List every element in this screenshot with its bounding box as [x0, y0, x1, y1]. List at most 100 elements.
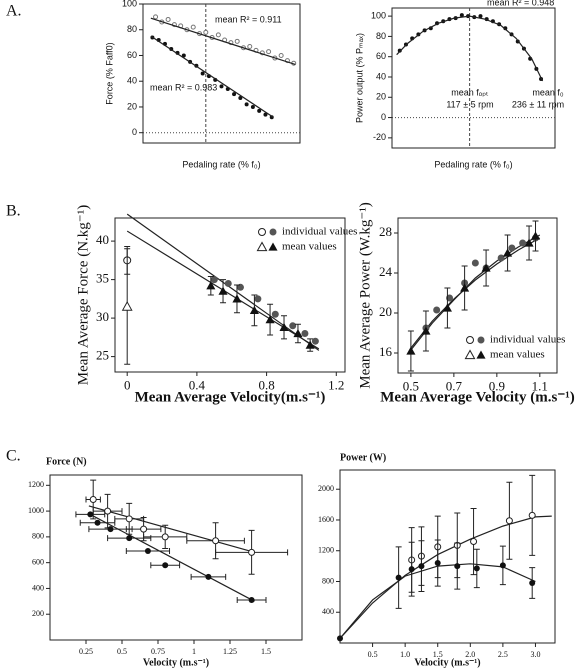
y-axis-label: Power output (% Pₘₐₓ)	[354, 33, 364, 123]
x-axis-label: Velocity (m.s⁻¹)	[143, 657, 209, 668]
circle-marker	[165, 16, 171, 22]
circle-marker	[257, 108, 262, 113]
circle-marker	[238, 95, 243, 100]
y-tick-label: 1600	[318, 515, 334, 524]
annotation: 236 ± 11 rpm	[512, 99, 564, 109]
circle-marker	[247, 43, 253, 49]
chart: 16 20 24 28 0.5 0.7 0.9 1.1 Mean Average Power (…	[357, 202, 574, 405]
triangle-marker	[232, 294, 242, 303]
legend-label: mean values	[282, 241, 337, 253]
fit-line	[88, 513, 255, 602]
legend-label: individual values	[490, 334, 565, 346]
y-tick-label: 100	[371, 10, 386, 20]
triangle-marker	[293, 328, 303, 338]
y-tick-label: 0	[132, 127, 137, 137]
circle-marker	[94, 519, 101, 526]
circle-marker	[408, 566, 415, 573]
fit-line	[88, 505, 255, 553]
circle-marker	[125, 515, 133, 523]
chart: -20 0 20 40 60 80 100 Power output (% Pₘₐₓ) Peda…	[354, 0, 564, 169]
circle-marker	[244, 102, 249, 107]
y-tick-label: 24	[379, 264, 393, 279]
x-tick-label: 0.5	[117, 647, 127, 656]
circle-marker	[433, 306, 441, 314]
chart: 0 20 40 60 80 100 Force (% Faff0) Pedaling rate…	[104, 0, 301, 169]
y-tick-label: 80	[127, 24, 137, 34]
plot-frame	[49, 474, 303, 641]
circle-marker	[269, 228, 277, 236]
circle-marker	[234, 38, 240, 44]
triangle-marker	[305, 340, 315, 349]
circle-marker	[126, 535, 133, 542]
circle-marker	[470, 538, 478, 546]
triangle-marker	[249, 305, 259, 315]
circle-marker	[263, 112, 268, 117]
y-tick-label: 40	[96, 232, 109, 247]
y-tick-label: 28	[379, 224, 392, 239]
circle-marker	[258, 228, 266, 236]
y-tick-label: 35	[96, 271, 109, 286]
triangle-marker	[476, 350, 486, 359]
triangle-marker	[279, 322, 289, 331]
plot-frame	[114, 217, 346, 373]
x-tick-label: 1.0	[400, 650, 410, 659]
legend-label: individual values	[282, 226, 357, 238]
circle-marker	[232, 92, 237, 97]
y-tick-label: 20	[376, 92, 386, 102]
x-tick-label: 1.5	[261, 647, 271, 656]
x-axis-label: Mean Average Velocity(m.s⁻¹)	[135, 389, 326, 405]
circle-marker	[144, 548, 151, 555]
y-tick-label: 40	[127, 76, 137, 86]
circle-marker	[311, 337, 319, 345]
fit-line	[410, 237, 541, 349]
y-tick-label: 60	[376, 51, 386, 61]
y-tick-label: 1000	[28, 506, 44, 515]
annotation: mean R² = 0.948	[487, 0, 554, 7]
circle-marker	[161, 533, 169, 541]
circle-marker	[519, 239, 527, 247]
circle-marker	[301, 330, 309, 337]
triangle-marker	[460, 283, 470, 292]
plot-frame	[391, 7, 556, 149]
triangle-marker	[503, 248, 513, 257]
y-tick-label: 40	[376, 71, 386, 81]
x-tick-label: 0.9	[489, 378, 505, 393]
x-tick-label: 0.75	[151, 647, 165, 656]
triangle-marker	[121, 300, 133, 311]
circle-marker	[266, 49, 272, 55]
x-tick-label: 0.25	[79, 647, 93, 656]
fit-line	[396, 15, 544, 82]
circle-marker	[200, 71, 205, 76]
x-tick-label: 0.5	[368, 650, 378, 659]
x-tick-label: 1.5	[433, 650, 443, 659]
y-tick-label: 800	[322, 576, 334, 585]
circle-marker	[505, 517, 513, 525]
annotation: mean f₀	[532, 87, 564, 97]
circle-marker	[87, 511, 94, 518]
circle-marker	[434, 560, 441, 567]
fit-line	[339, 515, 552, 639]
triangle-marker	[256, 241, 268, 252]
circle-marker	[529, 580, 536, 587]
chart: 200 400 600 800 1000 1200 0.25 0.5 0.75 1 1.25 1.5 F…	[28, 456, 303, 668]
circle-marker	[212, 537, 220, 545]
circle-marker	[107, 526, 114, 533]
circle-marker	[477, 336, 485, 344]
annotation: 117 ± 5 rpm	[446, 99, 493, 109]
fit-line	[410, 234, 541, 351]
y-tick-label: 1200	[28, 480, 44, 489]
y-tick-label: 400	[32, 583, 44, 592]
x-tick-label: 0.4	[189, 377, 206, 392]
circle-marker	[205, 573, 212, 580]
y-tick-label: 20	[127, 101, 137, 111]
circle-marker	[153, 14, 159, 20]
circle-marker	[250, 104, 255, 109]
circle-marker	[454, 563, 461, 570]
circle-marker	[162, 562, 169, 569]
triangle-marker	[481, 263, 491, 272]
circle-marker	[190, 24, 196, 30]
panel-label: B.	[6, 203, 21, 220]
y-tick-label: 0	[381, 112, 386, 122]
chart: 400 800 1200 1600 2000 0.5 1.0 1.5 2.0 2.5 3.0 Powe…	[318, 452, 556, 668]
circle-marker	[478, 14, 483, 19]
